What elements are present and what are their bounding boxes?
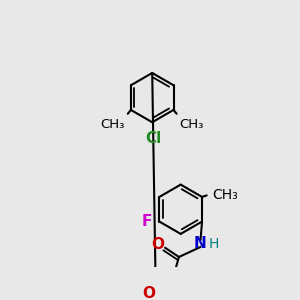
Text: CH₃: CH₃ bbox=[100, 118, 125, 130]
Text: O: O bbox=[142, 286, 155, 300]
Text: Cl: Cl bbox=[145, 131, 161, 146]
Text: CH₃: CH₃ bbox=[212, 188, 238, 202]
Text: N: N bbox=[194, 236, 207, 250]
Text: O: O bbox=[151, 237, 164, 252]
Text: CH₃: CH₃ bbox=[180, 118, 204, 130]
Text: F: F bbox=[142, 214, 152, 229]
Text: H: H bbox=[209, 237, 219, 251]
